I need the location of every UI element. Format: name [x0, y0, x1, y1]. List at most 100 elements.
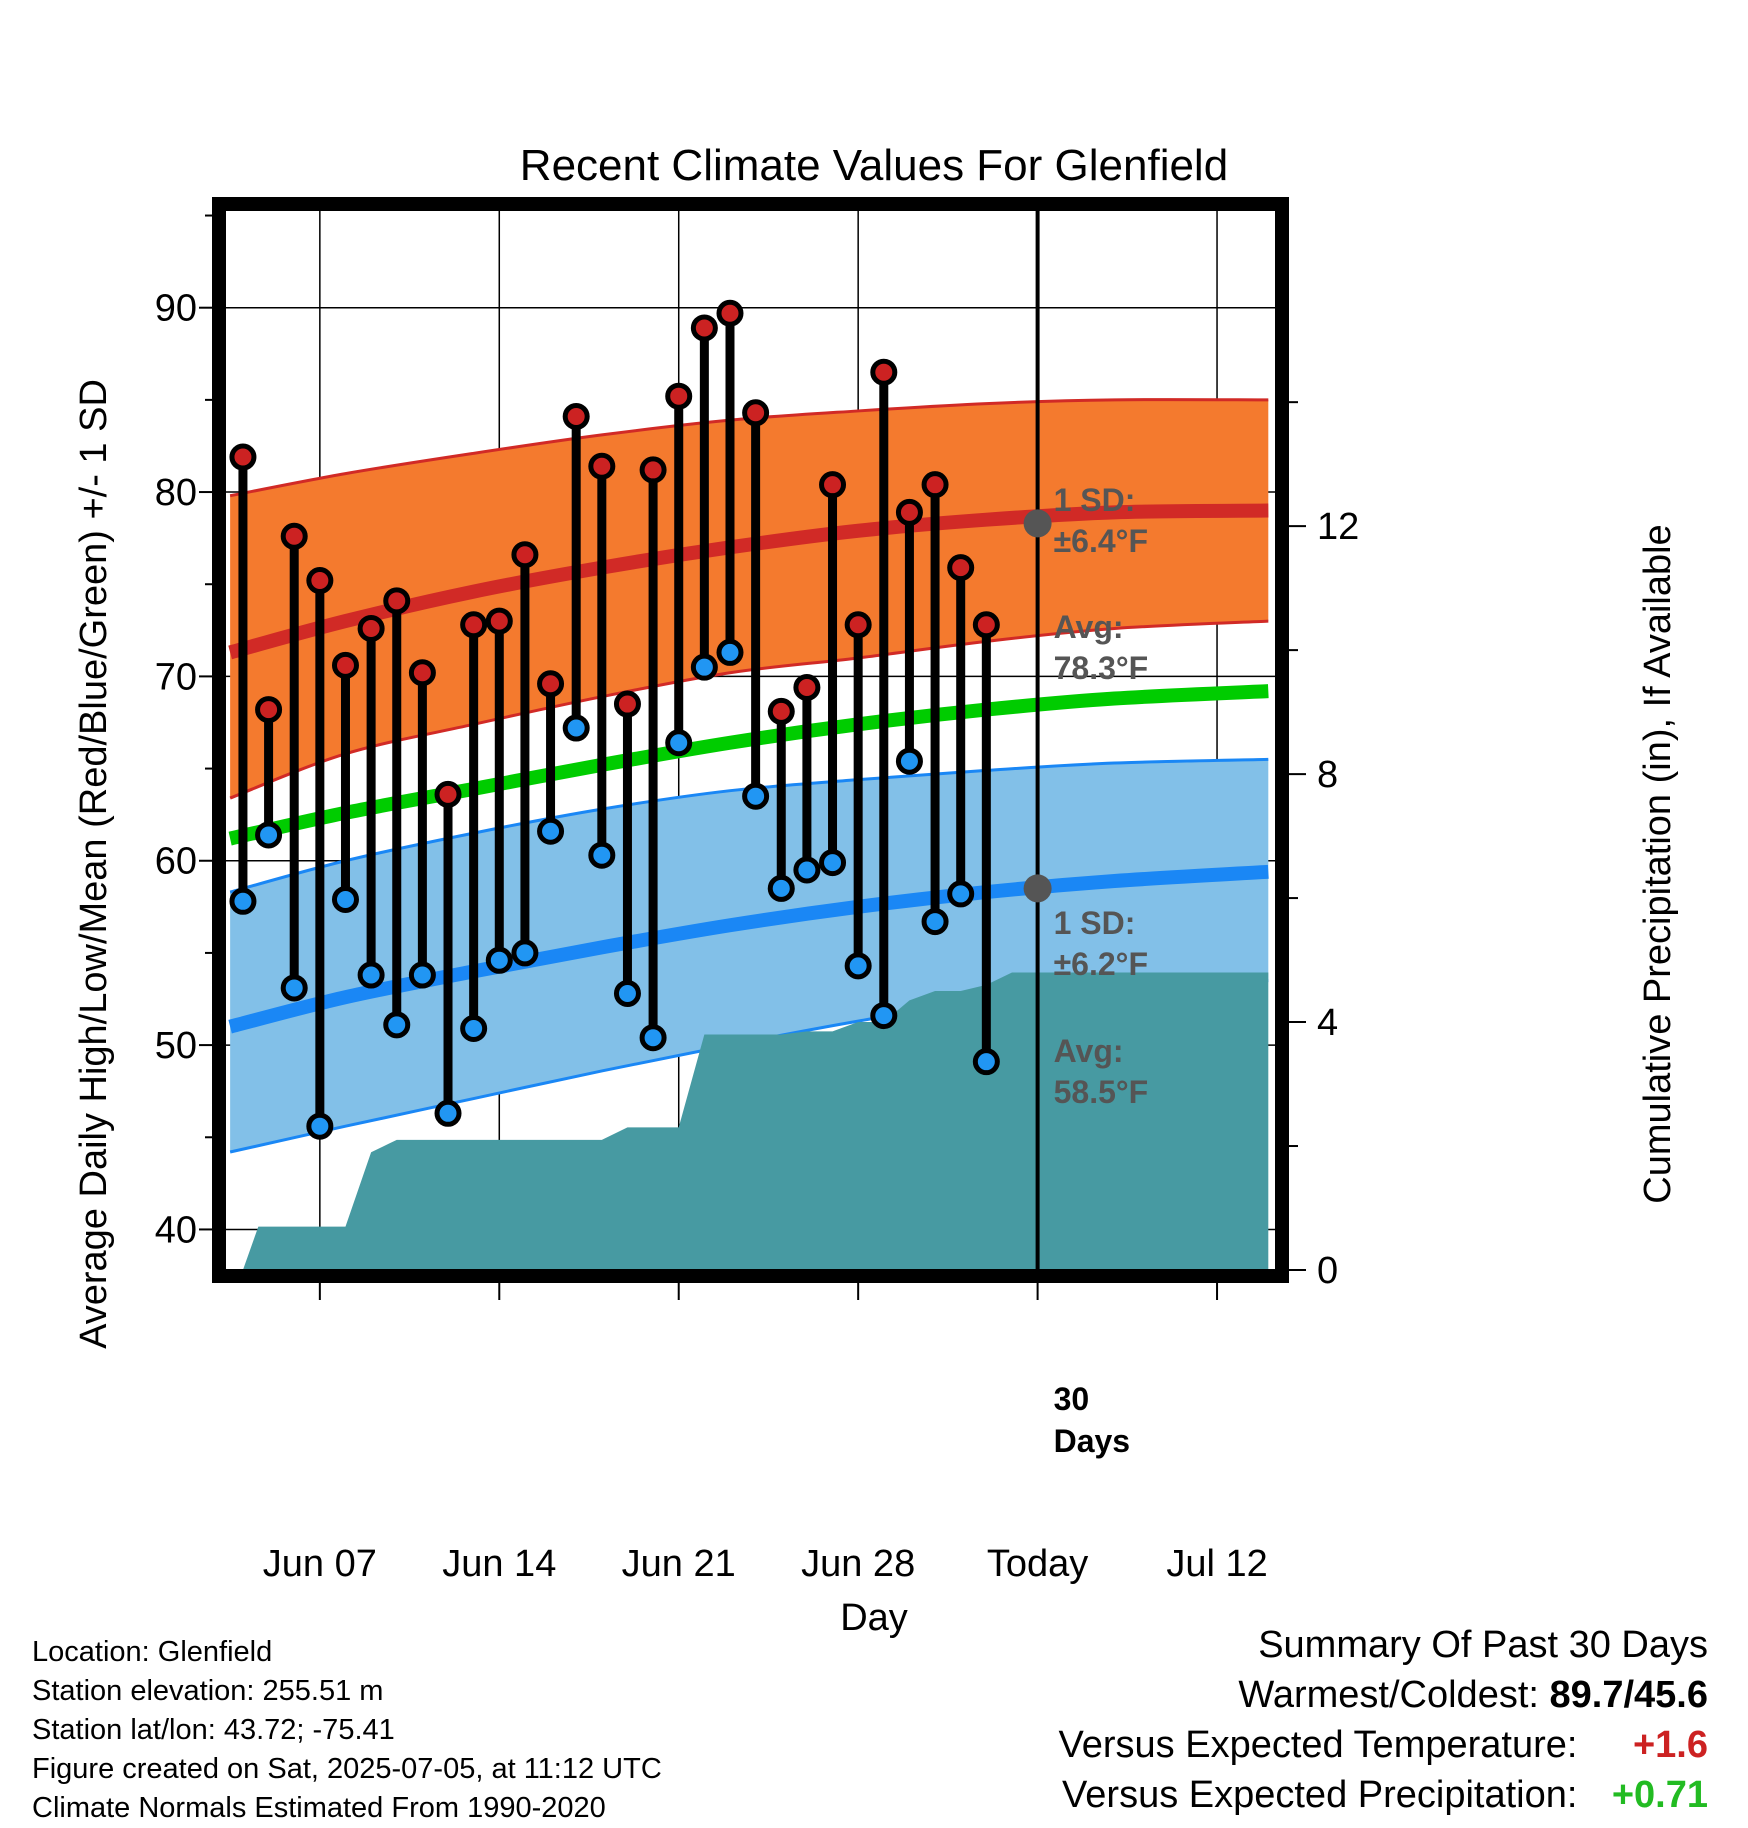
x-tick-label: Jun 21: [622, 1543, 736, 1585]
y-tick-label-left: 50: [155, 1025, 197, 1067]
summary-heading: Summary Of Past 30 Days: [1258, 1624, 1708, 1666]
daily-high-point: [716, 299, 744, 327]
x-axis-label: Day: [840, 1597, 908, 1639]
daily-high-point: [255, 696, 283, 724]
location-text: Location: Glenfield: [32, 1636, 273, 1668]
elevation-text: Station elevation: 255.51 m: [32, 1675, 384, 1707]
window-days-number: 30: [1054, 1381, 1090, 1417]
high-avg-label: Avg:: [1054, 609, 1124, 645]
daily-low-point: [793, 856, 821, 884]
y-tick-label-right: 12: [1317, 506, 1359, 548]
daily-high-point: [921, 471, 949, 499]
y-tick-label-left: 60: [155, 841, 197, 883]
low-sd-value: ±6.2°F: [1054, 946, 1148, 982]
daily-high-point: [947, 554, 975, 582]
daily-high-point: [434, 780, 462, 808]
daily-high-point: [767, 697, 795, 725]
daily-low-point: [870, 1002, 898, 1030]
daily-high-point: [639, 456, 667, 484]
daily-low-point: [690, 653, 718, 681]
y-tick-label-right: 0: [1317, 1250, 1338, 1292]
daily-high-point: [588, 452, 616, 480]
high-avg-marker: [1023, 509, 1052, 538]
daily-low-point: [819, 849, 847, 877]
plot-area: [225, 210, 1276, 1270]
temp-label: Versus Expected Temperature:: [1058, 1724, 1578, 1766]
daily-high-point: [793, 673, 821, 701]
daily-high-point: [972, 611, 1000, 639]
daily-high-point: [485, 607, 513, 635]
summary-panel: Summary Of Past 30 Days Warmest/Coldest:…: [1059, 1620, 1708, 1820]
daily-low-point: [357, 961, 385, 989]
daily-high-point: [408, 659, 436, 687]
daily-high-point: [819, 471, 847, 499]
daily-low-point: [639, 1024, 667, 1052]
daily-low-point: [383, 1011, 411, 1039]
daily-high-point: [357, 614, 385, 642]
daily-low-point: [921, 908, 949, 936]
daily-low-point: [485, 946, 513, 974]
daily-high-point: [742, 399, 770, 427]
precip-label: Versus Expected Precipitation:: [1062, 1774, 1578, 1816]
low-avg-value: 58.5°F: [1054, 1074, 1149, 1110]
low-avg-marker: [1023, 874, 1052, 903]
high-sd-value: ±6.4°F: [1054, 523, 1148, 559]
daily-high-point: [511, 541, 539, 569]
y-axis-label-left: Average Daily High/Low/Mean (Red/Blue/Gr…: [73, 379, 115, 1349]
daily-high-point: [690, 314, 718, 342]
y-tick-label-left: 80: [155, 472, 197, 514]
temp-value: +1.6: [1632, 1724, 1708, 1766]
precip-value: +0.71: [1611, 1774, 1708, 1816]
daily-high-point: [870, 358, 898, 386]
daily-high-point: [895, 498, 923, 526]
daily-low-point: [229, 887, 257, 915]
daily-low-point: [844, 952, 872, 980]
daily-high-point: [460, 611, 488, 639]
daily-low-point: [255, 821, 283, 849]
daily-low-point: [280, 974, 308, 1002]
daily-high-point: [613, 690, 641, 718]
daily-low-point: [767, 874, 795, 902]
daily-low-point: [716, 638, 744, 666]
y-tick-label-left: 40: [155, 1209, 197, 1251]
precip-area: [242, 972, 1269, 1270]
low-avg-label: Avg:: [1054, 1033, 1124, 1069]
normals-text: Climate Normals Estimated From 1990-2020: [32, 1792, 606, 1824]
plot-frame: [212, 197, 1289, 1283]
precip-row: Versus Expected Precipitation: +0.71: [1059, 1770, 1708, 1820]
x-tick-label: Jul 12: [1166, 1543, 1267, 1585]
daily-low-point: [511, 939, 539, 967]
daily-high-point: [383, 587, 411, 615]
high-band-lower: [229, 619, 1269, 800]
daily-low-point: [895, 747, 923, 775]
latlon-text: Station lat/lon: 43.72; -75.41: [32, 1714, 395, 1746]
daily-low-point: [460, 1015, 488, 1043]
warmest-value: 89.7/45.6: [1549, 1674, 1708, 1716]
daily-low-point: [562, 714, 590, 742]
daily-low-point: [306, 1112, 334, 1140]
daily-high-point: [665, 382, 693, 410]
low-band: [230, 759, 1269, 1153]
high-avg-value: 78.3°F: [1054, 650, 1149, 686]
daily-low-point: [665, 729, 693, 757]
daily-low-point: [408, 961, 436, 989]
daily-low-point: [972, 1048, 1000, 1076]
x-tick-label: Jun 14: [442, 1543, 556, 1585]
daily-low-point: [947, 880, 975, 908]
warmest-row: Warmest/Coldest: 89.7/45.6: [1059, 1670, 1708, 1720]
daily-low-point: [331, 885, 359, 913]
chart-title: Recent Climate Values For Glenfield: [520, 141, 1228, 190]
temp-row: Versus Expected Temperature: +1.6: [1059, 1720, 1708, 1770]
daily-high-point: [229, 443, 257, 471]
daily-low-point: [588, 841, 616, 869]
daily-low-point: [742, 782, 770, 810]
y-axis-label-right: Cumulative Precipitation (in), If Availa…: [1637, 524, 1679, 1203]
y-tick-label-left: 70: [155, 656, 197, 698]
daily-high-point: [562, 402, 590, 430]
x-tick-label: Jun 28: [801, 1543, 915, 1585]
y-tick-label-right: 4: [1317, 1002, 1338, 1044]
high-sd-label: 1 SD:: [1054, 482, 1136, 518]
daily-high-point: [844, 611, 872, 639]
x-tick-label: Jun 07: [263, 1543, 377, 1585]
